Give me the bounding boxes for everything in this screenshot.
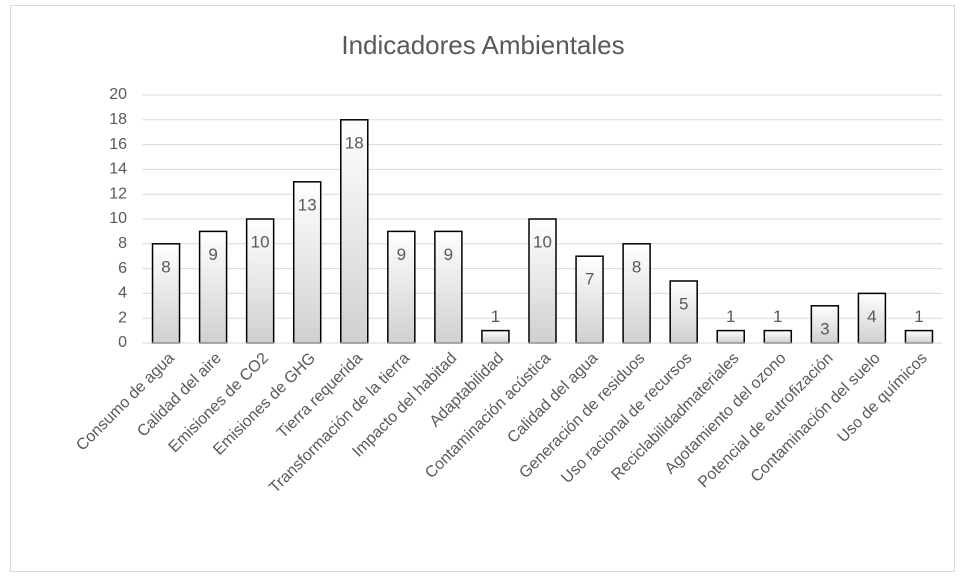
bar [340, 119, 369, 344]
data-label: 10 [533, 232, 552, 251]
data-label: 1 [726, 307, 735, 326]
data-label: 1 [914, 307, 923, 326]
y-tick-label: 16 [109, 136, 127, 153]
y-tick-label: 14 [109, 161, 127, 178]
bar [904, 329, 934, 344]
bar [810, 305, 840, 344]
data-label: 1 [491, 307, 500, 326]
data-label: 5 [679, 294, 688, 313]
bar [387, 230, 416, 344]
bar [434, 230, 463, 344]
y-tick-label: 2 [118, 309, 127, 326]
y-tick-label: 10 [109, 210, 127, 227]
bar [245, 218, 275, 344]
data-label: 13 [298, 195, 317, 214]
y-tick-label: 8 [118, 235, 127, 252]
data-label: 18 [345, 133, 364, 152]
data-label: 9 [444, 245, 453, 264]
data-label: 8 [161, 257, 170, 276]
bar [198, 230, 228, 344]
bar [763, 329, 793, 344]
bar [575, 255, 604, 344]
y-tick-label: 6 [118, 260, 127, 277]
data-label: 3 [820, 319, 829, 338]
bar [481, 329, 510, 344]
chart-title: Indicadores Ambientales [341, 30, 624, 60]
bar [151, 243, 181, 344]
data-label: 9 [397, 245, 406, 264]
data-label: 10 [251, 232, 270, 251]
bar [669, 280, 698, 344]
y-tick-label: 4 [118, 285, 127, 302]
data-label: 1 [773, 307, 782, 326]
bar [716, 329, 745, 344]
data-label: 9 [208, 245, 217, 264]
bar [622, 243, 651, 344]
data-label: 8 [632, 257, 641, 276]
data-label: 4 [867, 307, 876, 326]
y-tick-label: 0 [118, 334, 127, 351]
data-label: 7 [585, 270, 594, 289]
y-tick-label: 12 [109, 185, 127, 202]
y-tick-label: 18 [109, 111, 127, 128]
y-tick-label: 20 [109, 86, 127, 103]
